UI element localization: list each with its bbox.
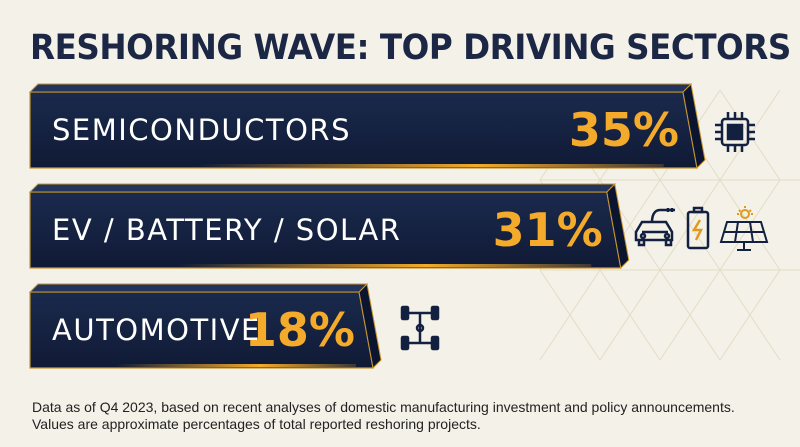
bar-glow xyxy=(177,264,592,267)
bar-category-label: AUTOMOTIVE xyxy=(52,313,261,347)
bar-value-label: 31% xyxy=(493,203,603,257)
bar-1: SEMICONDUCTORS 35% xyxy=(28,82,706,170)
footnote-line-1: Data as of Q4 2023, based on recent anal… xyxy=(32,399,735,415)
solar-panel-icon xyxy=(719,206,769,252)
footnote: Data as of Q4 2023, based on recent anal… xyxy=(32,399,735,433)
bar-category-label: EV / BATTERY / SOLAR xyxy=(52,213,401,247)
bar-value-label: 35% xyxy=(569,103,679,157)
bar-glow xyxy=(196,164,664,167)
chip-icon xyxy=(713,110,757,154)
battery-charging-icon xyxy=(684,206,712,252)
bar-glow xyxy=(115,364,356,367)
electric-car-icon xyxy=(630,206,680,252)
chassis-icon xyxy=(398,303,442,353)
bar-value-label: 18% xyxy=(245,303,355,357)
bar-top xyxy=(28,283,369,293)
bar-2: EV / BATTERY / SOLAR 31% xyxy=(28,182,630,270)
bar-top xyxy=(28,183,616,193)
bar-top xyxy=(28,83,693,93)
page-title: RESHORING WAVE: TOP DRIVING SECTORS xyxy=(30,28,791,68)
footnote-line-2: Values are approximate percentages of to… xyxy=(32,416,481,432)
bar-category-label: SEMICONDUCTORS xyxy=(52,113,351,147)
